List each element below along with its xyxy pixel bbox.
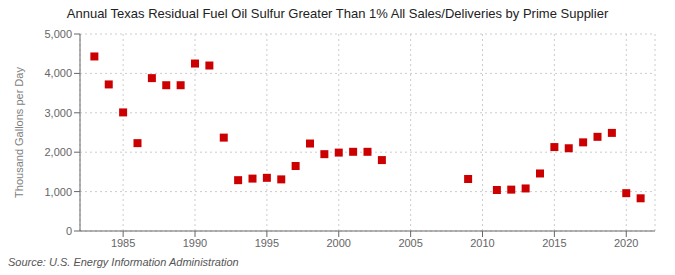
svg-text:2010: 2010 [470,237,494,249]
svg-text:4,000: 4,000 [44,67,72,79]
svg-text:1995: 1995 [255,237,279,249]
svg-text:2015: 2015 [542,237,566,249]
svg-text:1985: 1985 [111,237,135,249]
html-text:Annual Texas Residual Fuel Oil: Annual Texas Residual Fuel Oil Sulfur Gr… [66,6,609,21]
svg-text:5,000: 5,000 [44,28,72,40]
svg-text:2005: 2005 [398,237,422,249]
svg-text:2,000: 2,000 [44,146,72,158]
svg-text:0: 0 [66,225,72,237]
html-text:Source: U.S. Energy Informatio: Source: U.S. Energy Information Administ… [8,256,239,268]
svg-text:Thousand Gallons per Day: Thousand Gallons per Day [13,67,25,198]
svg-text:2020: 2020 [614,237,638,249]
svg-text:3,000: 3,000 [44,107,72,119]
svg-text:1,000: 1,000 [44,186,72,198]
svg-text:2000: 2000 [327,237,351,249]
svg-text:1990: 1990 [183,237,207,249]
